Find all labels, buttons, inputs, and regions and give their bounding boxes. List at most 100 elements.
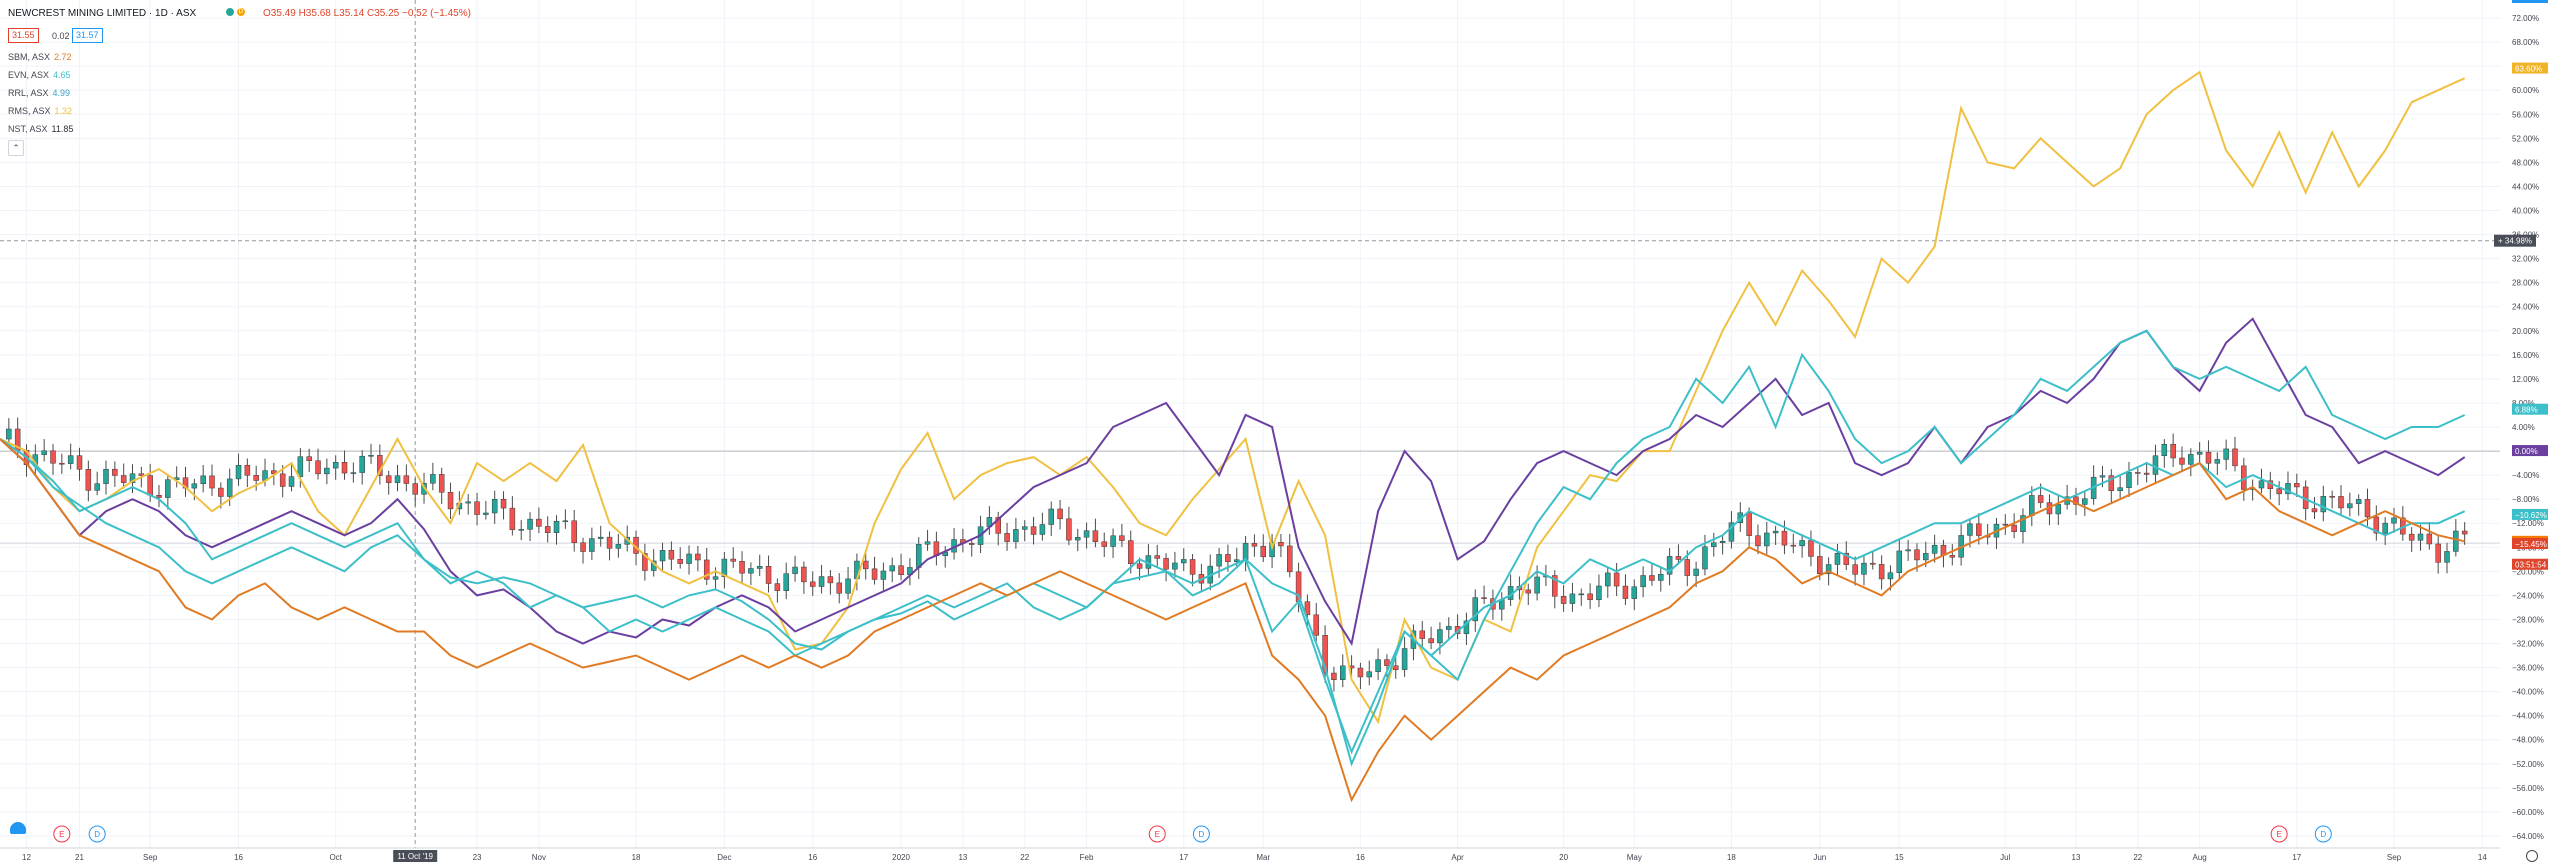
candle-body: [1684, 559, 1691, 576]
candle-body: [2002, 523, 2009, 526]
candle-body: [1719, 541, 1726, 543]
candle-body: [41, 450, 47, 455]
candle-body: [1852, 564, 1858, 575]
candle-body: [2276, 488, 2282, 495]
candle-body: [1472, 597, 1479, 622]
last-value-box: [2512, 62, 2548, 74]
candle-body: [2223, 448, 2229, 460]
symbol-title[interactable]: NEWCREST MINING LIMITED · 1D · ASX: [8, 8, 196, 19]
legend-value: 1.32: [54, 106, 73, 116]
candle-body: [341, 462, 348, 474]
candle-body: [253, 475, 259, 481]
last-value-box: [2512, 537, 2548, 549]
candle-body: [244, 464, 251, 476]
candle-body: [103, 468, 109, 484]
legend-value: 11.85: [51, 124, 74, 134]
legend-item-rms[interactable]: RMS, ASX 1.32: [8, 106, 72, 116]
candle-body: [1914, 549, 1920, 561]
candle-body: [2426, 533, 2433, 545]
candle-body: [774, 583, 781, 591]
candle-body: [2435, 543, 2441, 563]
gear-icon[interactable]: [2526, 850, 2538, 862]
y-tick-label: 40.00%: [2512, 206, 2539, 215]
legend-item-sbm[interactable]: SBM, ASX 2.72: [8, 52, 72, 62]
candle-body: [2453, 530, 2459, 552]
candle-body: [165, 479, 171, 498]
candle-body: [2037, 495, 2044, 503]
bid-price-button[interactable]: 31.55: [8, 28, 39, 43]
x-tick-label: 13: [2072, 853, 2081, 862]
y-tick-label: 8.00%: [2512, 399, 2535, 408]
candle-body: [695, 553, 701, 561]
cloud-icon[interactable]: [10, 822, 26, 834]
candle-body: [1693, 568, 1699, 576]
candle-body: [2417, 533, 2424, 541]
candle-body: [2258, 480, 2265, 489]
candle-body: [394, 475, 401, 483]
candle-body: [580, 542, 586, 552]
event-marker: [1148, 825, 1166, 843]
candle-body: [1525, 589, 1532, 594]
y-tick-label: 48.00%: [2512, 158, 2539, 167]
y-tick-label: 52.00%: [2512, 134, 2539, 143]
candle-body: [288, 476, 295, 487]
candle-body: [2188, 454, 2194, 465]
candle-body: [1569, 593, 1576, 604]
candle-body: [827, 576, 834, 584]
x-tick-label: 16: [808, 853, 817, 862]
candle-body: [1772, 530, 1779, 534]
candle-body: [756, 566, 763, 569]
x-tick-label: Nov: [532, 853, 546, 862]
candle-body: [1931, 544, 1938, 554]
candle-body: [350, 472, 357, 474]
event-marker: [1192, 825, 1210, 843]
candle-body: [721, 558, 728, 577]
candle-body: [2108, 475, 2115, 492]
candle-body: [1101, 541, 1107, 547]
candle-body: [2294, 483, 2300, 488]
candle-body: [483, 512, 489, 515]
legend-item-evn[interactable]: EVN, ASX 4.65: [8, 70, 71, 80]
candle-body: [509, 507, 516, 531]
y-tick-label: 24.00%: [2512, 303, 2539, 312]
candle-body: [792, 566, 798, 574]
x-tick-label: 16: [234, 853, 243, 862]
candle-body: [2355, 499, 2362, 504]
candle-body: [1481, 597, 1487, 599]
candle-body: [1127, 540, 1134, 565]
candle-body: [447, 491, 454, 510]
y-tick-label: 32.00%: [2512, 255, 2539, 264]
candle-body: [1825, 564, 1832, 575]
candle-body: [85, 469, 92, 491]
candle-body: [836, 582, 842, 594]
candle-body: [465, 501, 471, 504]
legend-item-nst[interactable]: NST, ASX 11.85: [8, 124, 73, 134]
y-axis-background: [2500, 0, 2560, 868]
candle-body: [898, 565, 904, 575]
candle-body: [703, 559, 710, 580]
candle-body: [1322, 635, 1328, 674]
symbol-label: NEWCREST MINING LIMITED · 1D · ASX: [8, 8, 197, 19]
candle-body: [1764, 532, 1770, 547]
candle-body: [1658, 574, 1664, 581]
crosshair-x-box: [393, 850, 438, 862]
x-tick-label: Apr: [1451, 853, 1464, 862]
chevron-up-icon[interactable]: ⌃: [8, 140, 24, 156]
candle-body: [2135, 472, 2141, 474]
x-tick-label: 2020: [892, 853, 910, 862]
candle-body: [1384, 659, 1390, 666]
candle-body: [1340, 665, 1346, 680]
candle-body: [1066, 518, 1072, 541]
dividend-badge: D: [236, 8, 245, 17]
candle-body: [1251, 543, 1258, 547]
legend-item-rrl[interactable]: RRL, ASX 4.99: [8, 88, 70, 98]
series-line-evn: [0, 329, 2466, 755]
x-tick-label: Mar: [1256, 853, 1270, 862]
candle-body: [2073, 496, 2079, 505]
candle-body: [1189, 559, 1196, 575]
event-label: E: [2276, 830, 2281, 839]
candle-body: [606, 536, 613, 549]
candle-body: [1887, 572, 1894, 580]
ask-price-button[interactable]: 31.57: [72, 28, 103, 43]
